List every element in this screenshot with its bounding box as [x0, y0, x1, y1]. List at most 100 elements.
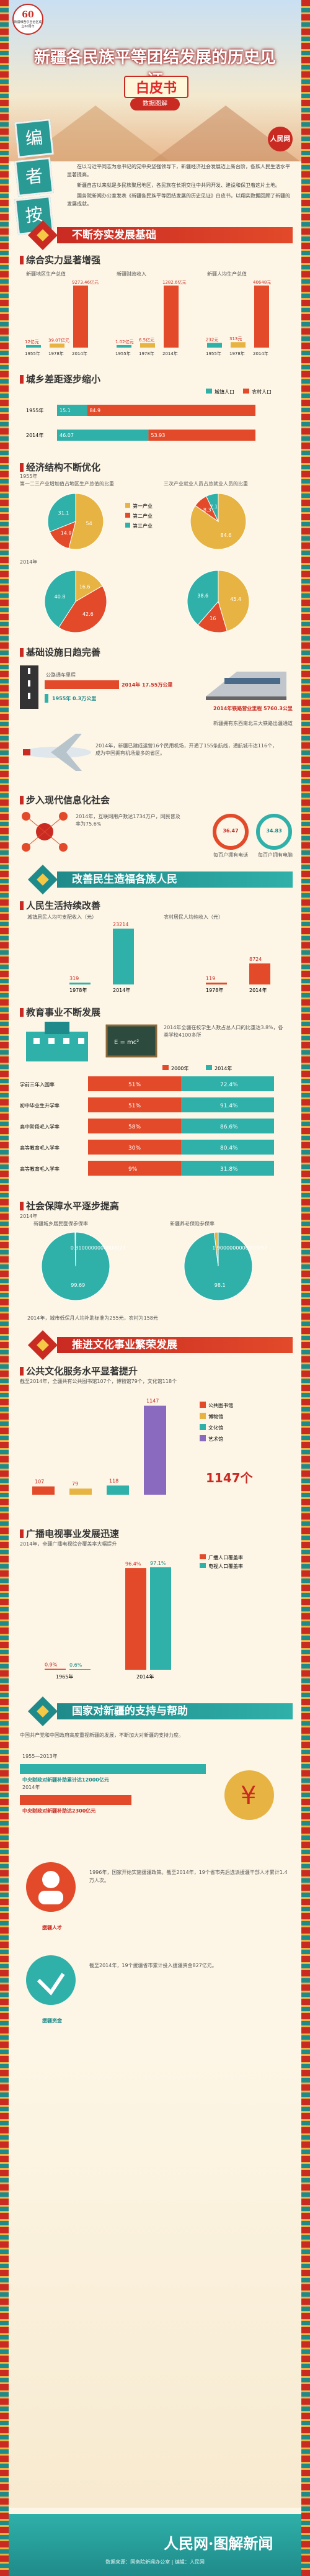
pie-2014-output-value: 42.6: [82, 611, 94, 617]
rural-bar: [87, 405, 255, 416]
broadcast-legend-swatch: [200, 1563, 206, 1568]
fund-text: 截至2014年，19个援疆省市累计投入援疆资金827亿元。: [89, 1963, 217, 1968]
broadcast-value: 0.9%: [45, 1662, 58, 1667]
culture-value: 118: [109, 1478, 118, 1484]
gdp-value: 9273.46亿元: [72, 279, 99, 285]
income-year: 1978年: [206, 987, 223, 993]
subheading-broadcast: 广播电视事业发展迅速: [20, 1527, 119, 1540]
income-bar: [113, 929, 134, 984]
pie-2014-output-slice: [58, 585, 107, 633]
urban-year: 1955年: [26, 407, 43, 413]
support-row-value: 中央财政对新疆补助达2300亿元: [22, 1808, 96, 1814]
train-icon: [206, 672, 286, 700]
gdp-bar: [207, 343, 222, 348]
income-year: 1978年: [69, 987, 87, 993]
broadcast-value: 97.1%: [150, 1560, 166, 1566]
medical-caption: 新疆城乡居民医保参保率: [33, 1221, 88, 1227]
pie-2014-employment-value: 38.6: [197, 593, 208, 598]
internet-text: 2014年，互联网用户数达1734万户，网民普及率为75.6%: [76, 814, 180, 827]
phone-value: 36.47: [223, 828, 239, 834]
pie-1955-employment-value: 8.3: [203, 507, 211, 513]
pie-2014-employment-slice: [187, 570, 219, 626]
pie-legend-swatch: [125, 513, 130, 518]
gdp-bar: [231, 342, 246, 348]
subheading-culture: 公共文化服务水平显著提升: [20, 1364, 138, 1377]
subheading-structure: 经济结构不断优化: [20, 461, 100, 474]
intro-paragraph: 国务院新闻办公室发表《新疆各民族平等团结发展的历史见证》白皮书，以翔实数据回顾了…: [67, 193, 290, 207]
footer-brand: 人民网·图解新闻: [164, 2534, 273, 2552]
urban-income-caption: 城镇居民人均可支配收入（元）: [27, 914, 97, 920]
urban-rural-chart: 城镇人口 农村人口 1955年 15.1 84.9 2014年 46.07 53.93: [26, 389, 272, 441]
pie-1955-output-slice: [47, 493, 76, 533]
road-value-2014: 2014年 17.55万公里: [122, 682, 173, 688]
edu-value-2014: 91.4%: [220, 1103, 238, 1109]
subheading-edu: 教育事业不断发展: [20, 1006, 100, 1019]
edu-legend-swatch: [162, 1065, 169, 1070]
edu-bar-2000: [88, 1097, 181, 1112]
pie-2014-employment-value: 16: [210, 616, 216, 621]
broadcast-bar: [125, 1568, 146, 1670]
support-row-label: 2014年: [22, 1785, 40, 1790]
culture-value: 79: [72, 1481, 78, 1487]
culture-value: 1147: [146, 1398, 159, 1404]
culture-legend-swatch: [200, 1424, 206, 1430]
pie-1955-employment-slice: [190, 493, 247, 550]
culture-legend-label: 博物馆: [208, 1413, 223, 1420]
intro-paragraph: 新疆自古以来就是多民族聚居地区，各民族在长期交往中共同开发、建设和保卫着这片土地…: [77, 182, 280, 188]
edu-legend-swatch: [206, 1065, 212, 1070]
rail-note: 新疆拥有东西南北三大铁路出疆通道: [213, 721, 293, 726]
editor-char: 编: [14, 119, 54, 158]
footer: 人民网·图解新闻 数据来源：国务院新闻办公室 | 编辑：人民网: [9, 2514, 301, 2576]
gdp-value: 40648元: [253, 280, 271, 285]
legend-swatch-rural: [243, 389, 249, 394]
income-bar: [249, 963, 270, 984]
anniversary-logo: 60 新疆维吾尔自治区成立60周年: [12, 4, 43, 35]
editor-note-badge: 编 者 按: [14, 118, 56, 236]
gdp-year: 2014年: [253, 351, 268, 356]
urban-value: 15.1: [60, 408, 71, 413]
gdp-year: 1955年: [25, 351, 40, 356]
gdp-group-label: 新疆人均生产总值: [207, 271, 247, 277]
pie-1955-employment-value: 7.1: [210, 504, 218, 510]
pie-1955-output-slice: [68, 493, 104, 550]
road-line: [28, 693, 30, 699]
edu-row-label: 初中毕业生升学率: [20, 1102, 60, 1109]
gdp-year: 1978年: [48, 351, 64, 356]
computer-label: 每百户拥有电脑: [258, 852, 293, 858]
phone-label: 每百户拥有电话: [213, 852, 248, 858]
support-intro: 中国共产党和中国政府高度重视新疆的发展，不断加大对新疆的支持力度。: [20, 1732, 184, 1738]
pie-2014-employment-slice: [197, 600, 228, 633]
talent-caption: 援疆人才: [42, 1925, 62, 1930]
ornament-border-right: [301, 0, 310, 2576]
gdp-bar: [50, 343, 64, 348]
pie-1955-employment-value: 84.6: [221, 533, 232, 538]
pie-1955-employment-slice: [205, 493, 219, 522]
medical-pie-value: 99.69: [71, 1282, 85, 1288]
income-bar: [69, 983, 91, 984]
structure-pies-2014: 16.6 42.6 40.8 45.4 16 38.6: [44, 570, 250, 633]
income-value: 23214: [113, 922, 128, 927]
svg-text:¥: ¥: [241, 1781, 256, 1810]
culture-legend-label: 艺术馆: [208, 1436, 223, 1442]
ornament-border-left: [0, 0, 9, 2576]
income-value: 119: [206, 976, 215, 981]
income-chart: 319 1978年 23214 2014年 119 1978年 8724 2014年: [69, 922, 270, 993]
road-bar-1955: [45, 694, 48, 703]
section-header-livelihood: 改善民生造福各族人民: [27, 864, 293, 895]
pie-1955-output-value: 31.1: [58, 510, 69, 516]
money-bag-icon: ¥: [224, 1770, 274, 1820]
talent-text: 1996年，国家开始实施援疆政策。截至2014年，19个省市先后选派援疆干部人才…: [89, 1870, 288, 1883]
edu-row-label: 高等教育毛入学率: [20, 1145, 60, 1151]
broadcast-value: 96.4%: [125, 1561, 141, 1567]
gdp-bar: [254, 286, 269, 348]
legend-swatch-urban: [206, 389, 212, 394]
edu-row-label: 学前三年入园率: [20, 1081, 55, 1088]
talent-graphic: [26, 1862, 76, 1912]
broadcast-bar: [150, 1567, 171, 1670]
gdp-bar: [26, 345, 41, 348]
gdp-group-label: 新疆地区生产总值: [26, 271, 66, 277]
rail-value: 2014年铁路营业里程 5760.3公里: [213, 706, 293, 711]
support-bar-2: [20, 1795, 131, 1805]
